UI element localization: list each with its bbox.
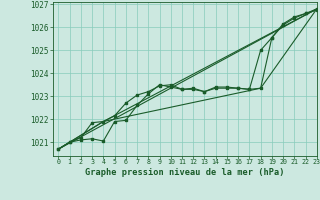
X-axis label: Graphe pression niveau de la mer (hPa): Graphe pression niveau de la mer (hPa) bbox=[85, 168, 284, 177]
